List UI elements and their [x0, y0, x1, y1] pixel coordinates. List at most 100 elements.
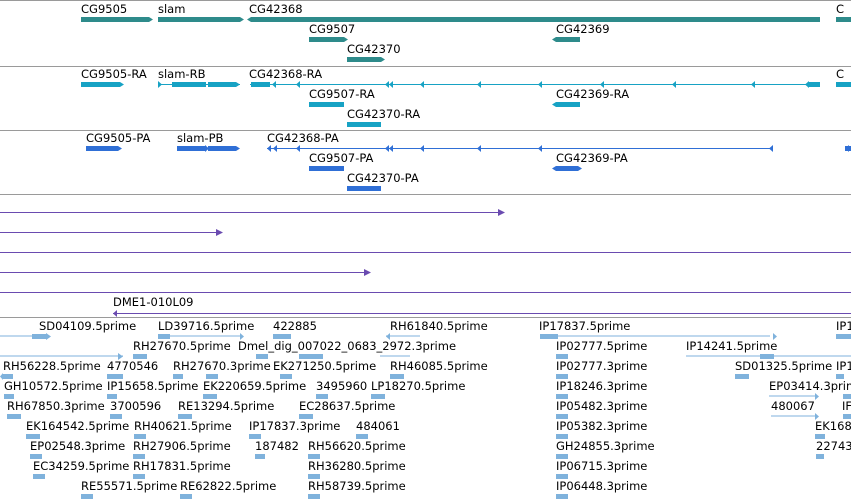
transcript-label: CG42370-RA	[347, 107, 421, 121]
est-label: EC34259.5prime	[33, 459, 130, 473]
protein-label: CG9505-PA	[86, 131, 151, 145]
transcript-label: C	[836, 67, 845, 81]
est-label: RE13294.5prime	[178, 399, 275, 413]
est-label: 3700596	[110, 399, 162, 413]
est-label: LP18270.5prime	[371, 379, 466, 393]
est-label: IP14241.5prime	[686, 339, 778, 353]
est-label: 480067	[771, 399, 815, 413]
transcript-label: CG9505-RA	[81, 67, 147, 81]
est-label: RH58739.5prime	[308, 479, 406, 493]
est-label: RH17831.5prime	[133, 459, 231, 473]
track-divider	[0, 66, 851, 67]
est-label: IP05382.3prime	[556, 419, 648, 433]
gene-label: CG42368	[249, 2, 303, 16]
est-label: IP17837.3prime	[249, 419, 341, 433]
protein-label: CG42368-PA	[267, 131, 339, 145]
alignment-line[interactable]	[0, 232, 216, 233]
est-label: 3495960	[316, 379, 368, 393]
est-label: EP02548.3prime	[30, 439, 126, 453]
est-label: IP02777.5prime	[556, 339, 648, 353]
intron-line	[267, 148, 773, 149]
alignment-line[interactable]	[113, 313, 851, 314]
transcript-feature-cg42369-ra[interactable]	[556, 102, 580, 107]
gene-feature-cg9505[interactable]	[81, 17, 149, 22]
est-label: SD04109.5prime	[39, 319, 137, 333]
est-label: RH46085.5prime	[390, 359, 488, 373]
gene-feature-slam[interactable]	[158, 17, 240, 22]
transcript-label: slam-RB	[158, 67, 206, 81]
alignment-line[interactable]	[0, 212, 498, 213]
transcript-feature-cg9507-ra[interactable]	[309, 102, 344, 107]
est-label: EK220659.5prime	[203, 379, 307, 393]
est-label: RH56620.5prime	[308, 439, 406, 453]
est-label: RH27906.5prime	[133, 439, 231, 453]
est-label: EC28637.5prime	[299, 399, 396, 413]
protein-feature-cg9505-pa[interactable]	[86, 146, 118, 151]
exon[interactable]	[172, 82, 206, 87]
est-label: IP1	[836, 359, 851, 373]
gene-label: CG9505	[81, 2, 128, 16]
est-label: RH40621.5prime	[134, 419, 232, 433]
protein-label: CG42369-PA	[556, 151, 628, 165]
protein-feature-cg42369-pa[interactable]	[556, 166, 578, 171]
protein-feature-cg42370-pa[interactable]	[347, 186, 381, 191]
est-label: 22743	[816, 439, 851, 453]
protein-label: slam-PB	[177, 131, 224, 145]
est-label: GH24855.3prime	[556, 439, 655, 453]
alignment-line[interactable]	[0, 272, 364, 273]
est-label: IP1	[836, 319, 851, 333]
exon[interactable]	[208, 82, 236, 87]
est-label: RH36280.5prime	[308, 459, 406, 473]
alignment-strand-arrows	[113, 209, 505, 317]
protein-feature-slam-pb[interactable]	[177, 146, 205, 151]
transcript-feature-cg42370-ra[interactable]	[347, 122, 381, 127]
track-divider	[0, 130, 851, 131]
est-label: IP06715.3prime	[556, 459, 648, 473]
alignment-line[interactable]	[0, 292, 851, 293]
est-label: RH27670.3prime	[173, 359, 271, 373]
alignment-label: DME1-010L09	[113, 295, 194, 309]
est-label: EK168	[815, 419, 851, 433]
est-label: IF	[842, 399, 851, 413]
gene-feature-cg42368[interactable]	[251, 17, 820, 22]
gene-label: slam	[158, 2, 186, 16]
transcript-feature-c[interactable]	[836, 82, 851, 87]
transcript-strand-arrows	[120, 81, 809, 107]
gene-strand-arrows	[149, 17, 556, 62]
protein-label: CG9507-PA	[309, 151, 374, 165]
gene-label: CG9507	[309, 22, 356, 36]
est-label: RH56228.5prime	[3, 359, 101, 373]
est-label: 4770546	[107, 359, 159, 373]
transcript-feature-cg9505-ra[interactable]	[81, 82, 120, 87]
track-divider	[0, 194, 851, 195]
est-label: RH61840.5prime	[390, 319, 488, 333]
track-divider	[0, 0, 851, 1]
est-label: IP06448.3prime	[556, 479, 648, 493]
exon[interactable]	[809, 82, 820, 87]
protein-feature-cg9507-pa[interactable]	[309, 166, 344, 171]
transcript-label: CG42369-RA	[556, 87, 630, 101]
est-label: GH10572.5prime	[4, 379, 103, 393]
est-label: EP03414.3prime	[769, 379, 851, 393]
est-label: RE55571.5prime	[81, 479, 178, 493]
protein-label: CG42370-PA	[347, 171, 419, 185]
gene-label: CG42370	[347, 42, 401, 56]
gene-feature-cg42370[interactable]	[347, 57, 381, 62]
track-divider	[0, 317, 851, 318]
est-label: IP18246.3prime	[556, 379, 648, 393]
gene-feature-c[interactable]	[836, 17, 851, 22]
exon[interactable]	[251, 82, 270, 87]
est-label: RH67850.3prime	[7, 399, 105, 413]
gene-feature-cg9507[interactable]	[309, 37, 344, 42]
est-label: SD01325.5prime	[735, 359, 833, 373]
gene-feature-cg42369[interactable]	[556, 37, 580, 42]
protein-strand-arrows	[118, 145, 849, 171]
est-label: Dmel_dig_007022_0683_2972.3prime	[238, 339, 457, 353]
alignment-line[interactable]	[0, 252, 851, 253]
transcript-label: CG42368-RA	[249, 67, 323, 81]
exon[interactable]	[208, 146, 236, 151]
transcript-label: CG9507-RA	[309, 87, 375, 101]
est-label: 484061	[356, 419, 400, 433]
